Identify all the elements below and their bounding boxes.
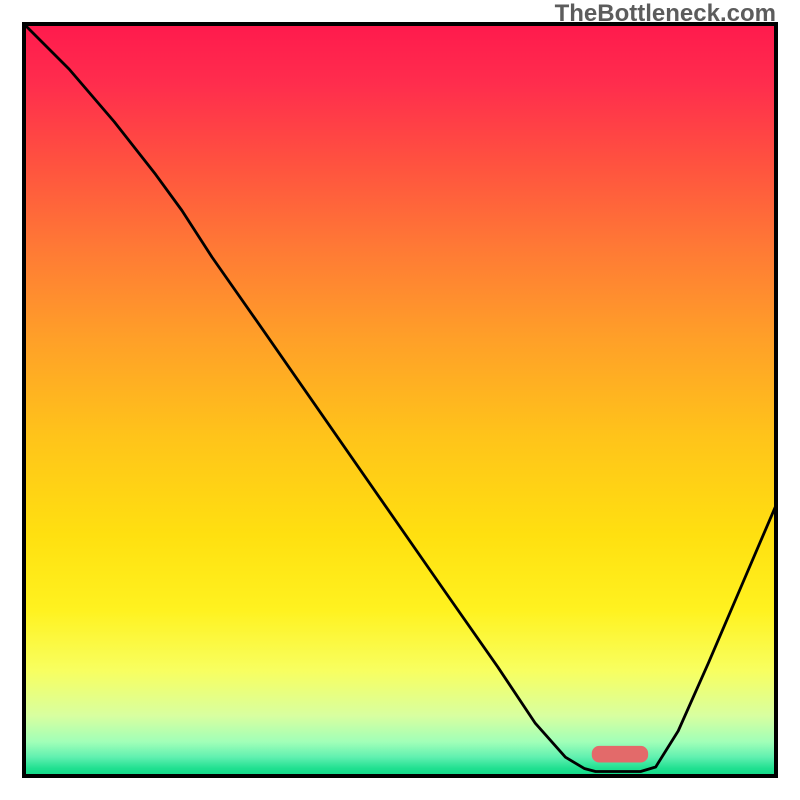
plot-background bbox=[24, 24, 776, 776]
watermark-text: TheBottleneck.com bbox=[555, 0, 776, 28]
bottleneck-chart: TheBottleneck.com bbox=[0, 0, 800, 800]
plot-svg bbox=[0, 0, 800, 800]
optimal-range-marker bbox=[592, 746, 648, 763]
